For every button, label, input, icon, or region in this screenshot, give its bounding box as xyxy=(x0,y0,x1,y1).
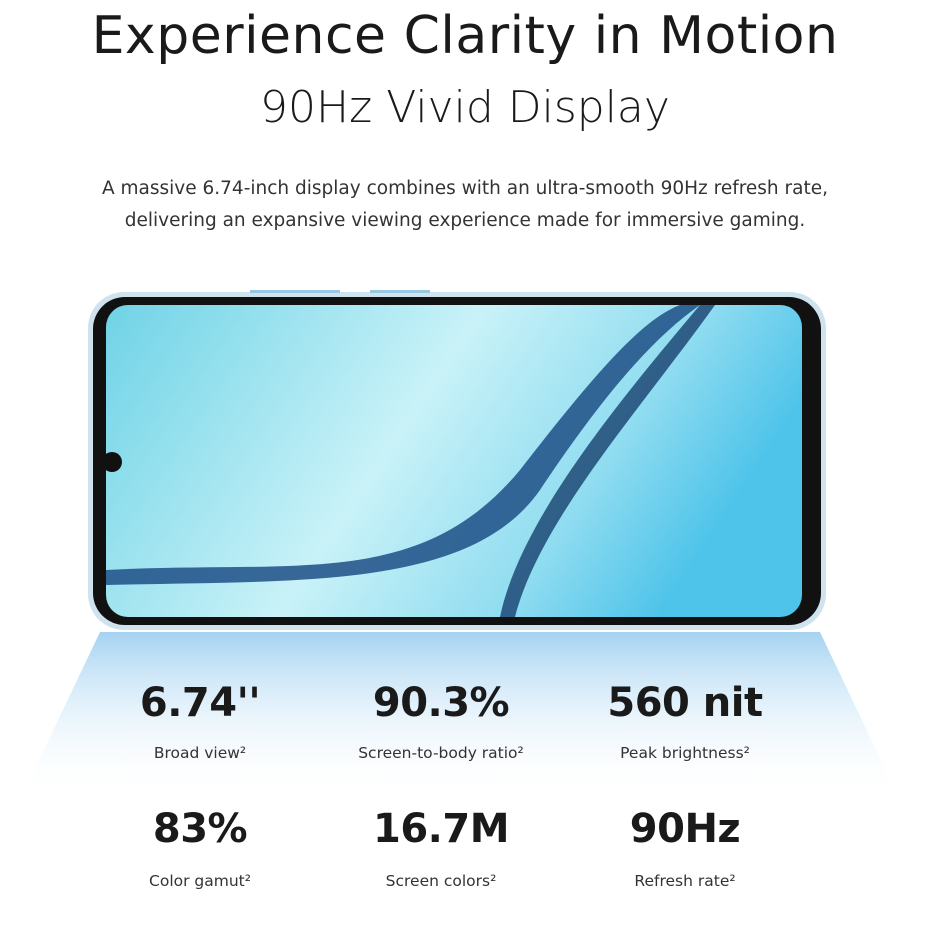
button xyxy=(250,290,340,293)
description-line: delivering an expansive viewing experien… xyxy=(124,210,806,231)
wave xyxy=(500,305,715,617)
reflection xyxy=(20,632,900,800)
spec-value: 90.3% xyxy=(372,680,510,726)
description-line: A massive 6.74-inch display combines wit… xyxy=(101,178,828,199)
camera-notch xyxy=(102,452,122,472)
spec-value: 6.74'' xyxy=(139,680,261,726)
spec-label: Peak brightness² xyxy=(620,744,750,762)
spec-label: Screen colors² xyxy=(385,872,497,890)
spec-value: 83% xyxy=(152,806,248,852)
phone-screen xyxy=(106,305,802,617)
spec-value: 560 nit xyxy=(607,680,763,726)
spec-label: Broad view² xyxy=(153,744,247,762)
wave xyxy=(106,305,700,585)
spec-value: 90Hz xyxy=(629,806,741,852)
spec-label: Color gamut² xyxy=(149,872,251,890)
spec-value: 16.7M xyxy=(373,806,510,852)
subtitle: 90Hz Vivid Display xyxy=(260,82,670,133)
button xyxy=(370,290,430,293)
spec-label: Refresh rate² xyxy=(634,872,736,890)
title: Experience Clarity in Motion xyxy=(91,6,839,66)
spec-label: Screen-to-body ratio² xyxy=(358,744,524,762)
